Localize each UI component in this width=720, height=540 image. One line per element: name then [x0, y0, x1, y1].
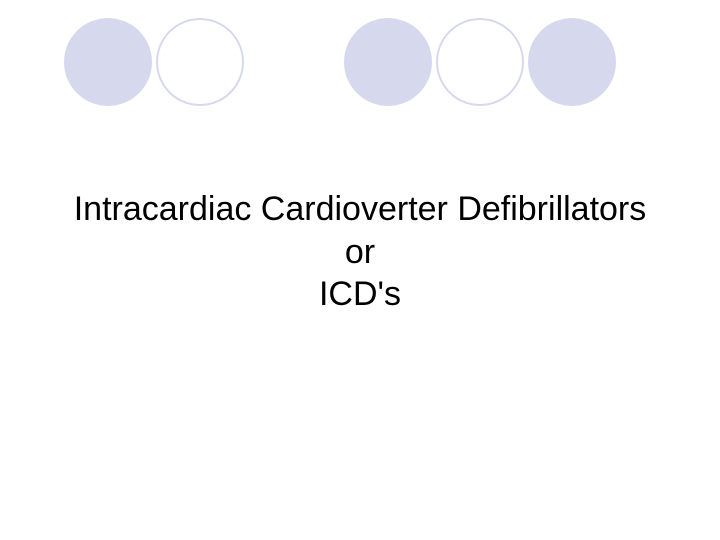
slide-title: Intracardiac Cardioverter Defibrillators…	[0, 188, 720, 316]
title-line-1: Intracardiac Cardioverter Defibrillators	[0, 188, 720, 231]
title-line-2: or	[0, 231, 720, 274]
title-line-3: ICD's	[0, 273, 720, 316]
decorative-circle	[344, 18, 432, 106]
decorative-circle	[436, 18, 524, 106]
decorative-circle	[528, 18, 616, 106]
decorative-circle	[64, 18, 152, 106]
decorative-circle	[156, 18, 244, 106]
